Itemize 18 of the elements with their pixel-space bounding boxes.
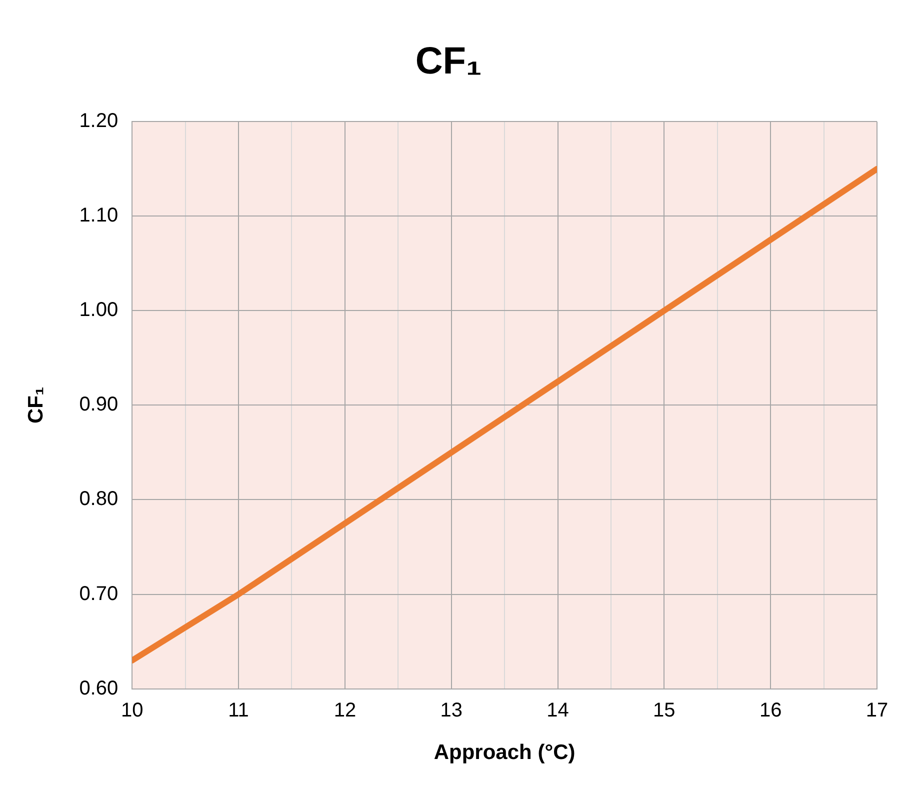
y-tick-label: 0.80 xyxy=(79,488,118,510)
y-tick-label: 0.70 xyxy=(79,582,118,605)
x-tick-label: 11 xyxy=(228,699,249,722)
x-tick-label: 10 xyxy=(121,699,144,722)
x-tick-label: 17 xyxy=(866,699,888,722)
y-tick-label: 1.10 xyxy=(79,204,118,227)
y-tick-label: 0.60 xyxy=(79,677,118,700)
x-tick-label: 13 xyxy=(440,699,462,722)
y-axis-title: CF₁ xyxy=(24,386,48,424)
x-tick-label: 15 xyxy=(653,699,676,722)
x-axis-title: Approach (°C) xyxy=(434,741,576,764)
y-tick-label: 1.00 xyxy=(79,299,118,322)
chart-title: CF₁ xyxy=(415,40,482,82)
y-tick-label: 1.20 xyxy=(79,110,118,132)
y-tick-label: 0.90 xyxy=(79,394,118,416)
x-tick-label: 14 xyxy=(546,699,569,722)
x-tick-label: 16 xyxy=(759,699,782,722)
x-tick-label: 12 xyxy=(334,699,356,722)
